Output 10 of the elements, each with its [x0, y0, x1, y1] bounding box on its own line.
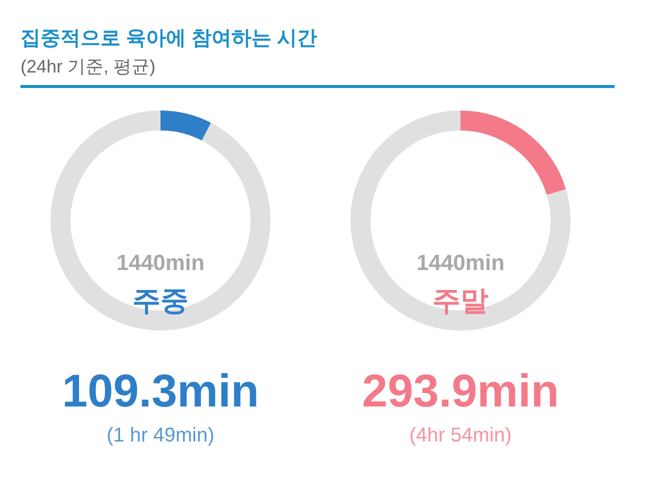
text: 1440min — [416, 250, 505, 275]
text: (4hr 54min) — [409, 424, 512, 446]
text: 293.9min — [362, 364, 559, 416]
text: 주말 — [432, 285, 488, 316]
text: 109.3min — [62, 364, 259, 416]
text: 주중 — [132, 285, 188, 316]
text: 1440min — [116, 250, 205, 275]
text: (1 hr 49min) — [106, 424, 214, 446]
chart-subtitle: (24hr 기준, 평균) — [20, 56, 156, 76]
chart-title: 집중적으로 육아에 참여하는 시간 — [20, 28, 318, 50]
